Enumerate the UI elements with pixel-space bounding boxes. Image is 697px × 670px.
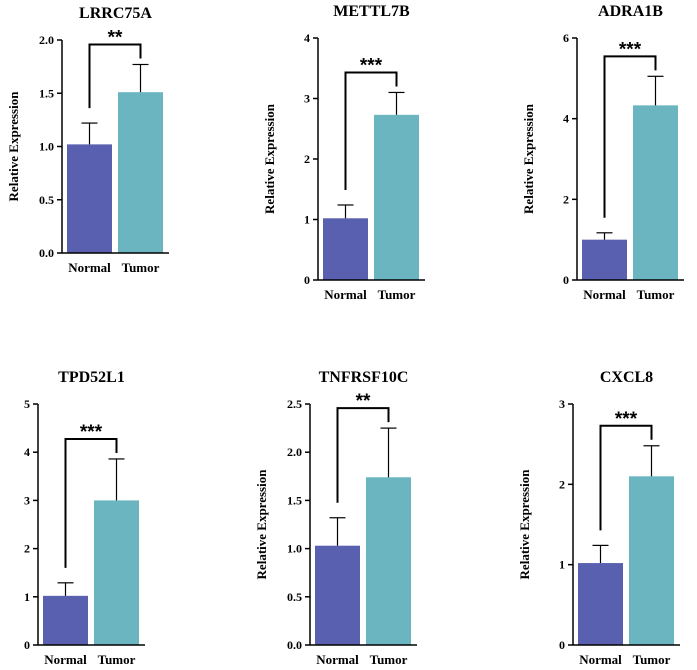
y-tick-label: 1.0 (287, 542, 302, 556)
y-axis-label: Relative Expression (517, 469, 532, 580)
bar-tumor (118, 92, 163, 253)
y-tick-label: 0.0 (39, 246, 54, 260)
y-tick-label: 0.0 (287, 638, 302, 652)
y-tick-label: 1.5 (39, 86, 54, 100)
chart-title: TNFRSF10C (319, 369, 409, 386)
significance-bracket (344, 71, 398, 190)
category-label-normal: Normal (583, 287, 626, 302)
category-label-normal: Normal (324, 287, 367, 302)
chart-title: TPD52L1 (58, 369, 125, 386)
category-label-tumor: Tumor (370, 652, 408, 667)
significance-bracket (336, 407, 390, 503)
y-tick-label: 0 (304, 273, 310, 287)
category-label-normal: Normal (44, 652, 87, 667)
y-tick-label: 0.5 (39, 193, 54, 207)
y-tick-label: 0.5 (287, 590, 302, 604)
significance-label: *** (360, 55, 383, 76)
y-tick-label: 0 (559, 638, 565, 652)
chart-panel-mettl7b: METTL7B Relative Expression 0 1 2 3 4 Normal Tum… (262, 3, 425, 302)
significance-bracket (603, 55, 657, 218)
y-axis-label: Relative Expression (262, 103, 277, 214)
chart-title: METTL7B (333, 3, 410, 20)
bar-tumor (374, 114, 419, 281)
y-tick-label: 5 (24, 397, 30, 411)
bar-normal (323, 218, 368, 280)
y-tick-label: 3 (304, 92, 310, 106)
y-tick-label: 4 (563, 112, 569, 126)
y-tick-label: 0 (563, 273, 569, 287)
category-label-normal: Normal (68, 260, 111, 275)
bar-normal (582, 239, 627, 280)
y-axis-label: Relative Expression (521, 103, 536, 214)
category-label-normal: Normal (316, 652, 359, 667)
y-tick-label: 2.5 (287, 397, 302, 411)
bar-tumor (94, 500, 139, 645)
category-label-tumor: Tumor (122, 260, 160, 275)
bar-tumor (366, 477, 411, 645)
bar-normal (43, 595, 88, 645)
bar-tumor (629, 476, 674, 645)
chart-title: CXCL8 (600, 369, 653, 386)
category-label-tumor: Tumor (98, 652, 136, 667)
y-tick-label: 2 (304, 152, 310, 166)
chart-panel-tpd52l1: TPD52L1Relative Expression012345NormalTu… (24, 369, 145, 667)
bar-normal (315, 545, 360, 645)
significance-label: *** (619, 39, 642, 60)
y-tick-label: 4 (304, 31, 310, 45)
significance-bracket (64, 437, 118, 568)
y-tick-label: 3 (24, 493, 30, 507)
y-tick-label: 1.5 (287, 493, 302, 507)
y-tick-label: 1 (304, 213, 310, 227)
chart-title: LRRC75A (79, 5, 152, 22)
chart-title: ADRA1B (598, 3, 663, 20)
y-tick-label: 1 (559, 558, 565, 572)
y-tick-label: 2.0 (39, 33, 54, 47)
y-tick-label: 2.0 (287, 445, 302, 459)
y-tick-label: 2 (559, 477, 565, 491)
y-tick-label: 4 (24, 445, 30, 459)
chart-panel-cxcl8: CXCL8 Relative Expression 0 1 2 3 Normal Tumor *… (517, 369, 680, 667)
bar-normal (67, 144, 112, 253)
chart-panel-adra1b: ADRA1B Relative Expression 0 2 4 6 Normal Tumor… (521, 3, 684, 302)
category-label-normal: Normal (579, 652, 622, 667)
y-axis-label: Relative Expression (6, 91, 21, 202)
bar-normal (578, 563, 623, 645)
y-tick-label: 6 (563, 31, 569, 45)
bar-tumor (633, 105, 678, 281)
y-tick-label: 1.0 (39, 140, 54, 154)
y-tick-label: 0 (24, 638, 30, 652)
category-label-tumor: Tumor (633, 652, 671, 667)
significance-bracket (599, 424, 653, 531)
category-label-tumor: Tumor (378, 287, 416, 302)
y-tick-label: 2 (24, 542, 30, 556)
y-tick-label: 3 (559, 397, 565, 411)
significance-label: *** (615, 409, 638, 430)
category-label-tumor: Tumor (637, 287, 675, 302)
chart-panel-tnfrsf10c: TNFRSF10C Relative Expression 0.0 0.5 1.0 1.5… (254, 369, 417, 667)
y-axis-label: Relative Expression (254, 469, 269, 580)
significance-bracket (88, 43, 142, 109)
chart-panel-lrrc75a: LRRC75A Relative Expression 0.0 0.5 1.0 1.5 2.… (6, 5, 169, 275)
significance-label: *** (80, 422, 103, 443)
y-tick-label: 1 (24, 590, 30, 604)
significance-label: ** (356, 391, 371, 412)
y-tick-label: 2 (563, 192, 569, 206)
significance-label: ** (108, 27, 123, 48)
